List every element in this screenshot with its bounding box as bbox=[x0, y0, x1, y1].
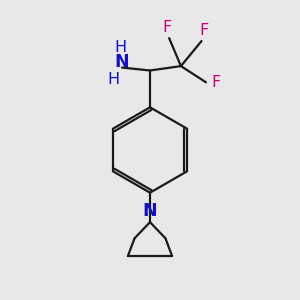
Text: F: F bbox=[212, 75, 221, 90]
Text: N: N bbox=[143, 202, 157, 220]
Text: N: N bbox=[115, 53, 129, 71]
Text: H: H bbox=[115, 40, 127, 55]
Text: F: F bbox=[200, 23, 209, 38]
Text: F: F bbox=[162, 20, 171, 35]
Text: H: H bbox=[108, 72, 120, 87]
